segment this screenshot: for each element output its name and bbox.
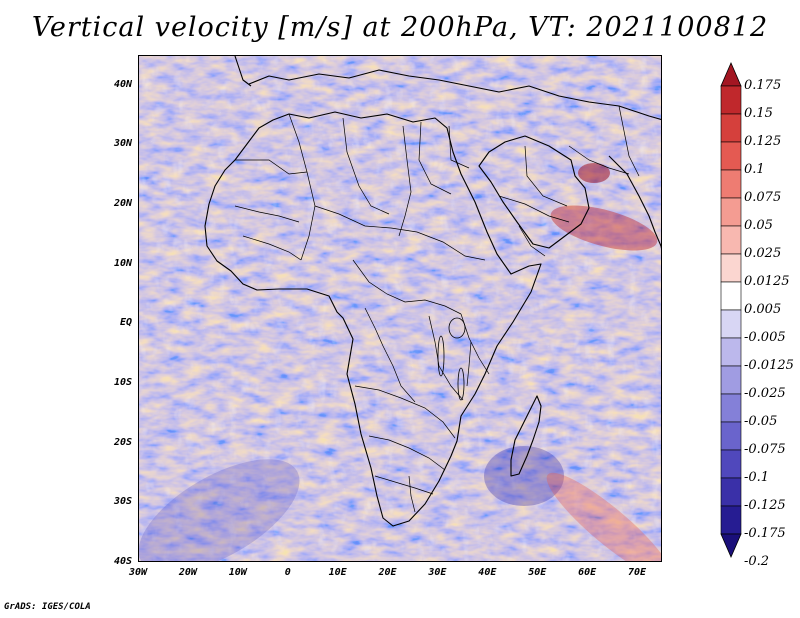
colorbar-tick-label: 0.175 (744, 78, 782, 93)
colorbar-cell (720, 393, 742, 423)
lon-tick-label: 10W (228, 567, 247, 578)
colorbar-tick-label: -0.075 (744, 442, 786, 457)
lon-tick-label: 0 (284, 567, 291, 578)
lon-tick-label: 20E (378, 567, 397, 578)
lon-tick-label: 30E (428, 567, 447, 578)
lakes (437, 317, 466, 401)
lat-tick-label: 30S (113, 496, 132, 508)
colorbar-tick-label: 0.025 (744, 246, 782, 261)
grads-credit: GrADS: IGES/COLA (4, 602, 91, 612)
lon-tick-label: 70E (628, 567, 647, 578)
field-maximum-red-sea (578, 163, 610, 183)
africa-coastline (204, 111, 542, 527)
colorbar-cell (720, 169, 742, 199)
colorbar-cell (720, 449, 742, 479)
field-minimum-madagascar (484, 446, 564, 506)
colorbar-top-arrow (720, 62, 742, 87)
colorbar-cell (720, 505, 742, 535)
colorbar-cell (720, 477, 742, 507)
colorbar-cell (720, 309, 742, 339)
colorbar-tick-label: -0.2 (744, 554, 770, 569)
india-coastline (608, 155, 661, 249)
madagascar-coastline (510, 395, 542, 477)
map-panel (138, 55, 662, 562)
colorbar-tick-label: -0.025 (744, 386, 786, 401)
colorbar-tick-label: -0.1 (744, 470, 770, 485)
colorbar-bottom-arrow (720, 533, 742, 558)
lon-tick-label: 40E (478, 567, 497, 578)
colorbar-cell (720, 421, 742, 451)
country-borders (234, 105, 640, 513)
lat-tick-label: 40N (113, 78, 132, 90)
lat-tick-label: 20N (113, 198, 132, 210)
lat-tick-label: 30N (113, 138, 132, 150)
colorbar-tick-label: 0.075 (744, 190, 782, 205)
colorbar-tick-label: 0.1 (744, 162, 765, 177)
colorbar-tick-label: 0.05 (744, 218, 773, 233)
colorbar-cell (720, 141, 742, 171)
colorbar-cell (720, 113, 742, 143)
colorbar-cell (720, 281, 742, 311)
lon-tick-label: 60E (578, 567, 597, 578)
field-minimum-south-atlantic (139, 459, 300, 561)
colorbar-cell (720, 85, 742, 115)
field-maximum-arabian-sea (550, 205, 658, 251)
lat-tick-label: EQ (119, 317, 132, 329)
colorbar-tick-label: -0.0125 (744, 358, 794, 373)
colorbar-cell (720, 365, 742, 395)
colorbar-tick-label: -0.005 (744, 330, 786, 345)
colorbar-tick-label: 0.005 (744, 302, 782, 317)
lat-tick-label: 40S (113, 556, 132, 567)
colorbar (720, 62, 742, 558)
lon-tick-label: 20W (178, 567, 197, 578)
field-maximum-south-indian (546, 472, 661, 561)
colorbar-cell (720, 253, 742, 283)
map-title: Vertical velocity [m/s] at 200hPa, VT: 2… (31, 12, 769, 43)
lat-tick-label: 20S (113, 436, 132, 448)
colorbar-cell (720, 225, 742, 255)
colorbar-tick-label: 0.15 (744, 106, 773, 121)
colorbar-tick-label: -0.05 (744, 414, 778, 429)
europe-coastline (248, 69, 661, 121)
iberia-coastline (234, 56, 252, 87)
lon-tick-label: 30W (128, 567, 148, 578)
arabia-coastline (478, 135, 590, 249)
lon-tick-label: 50E (528, 567, 547, 578)
colorbar-cell (720, 337, 742, 367)
colorbar-tick-label: 0.0125 (744, 274, 790, 289)
field-streaks (139, 56, 661, 561)
lat-tick-label: 10S (113, 377, 132, 389)
colorbar-tick-label: -0.125 (744, 498, 786, 513)
lat-tick-label: 10N (113, 257, 132, 269)
velocity-field-map (139, 56, 661, 561)
colorbar-cell (720, 197, 742, 227)
colorbar-tick-label: -0.175 (744, 526, 786, 541)
lon-tick-label: 10E (328, 567, 347, 578)
colorbar-tick-label: 0.125 (744, 134, 782, 149)
coastlines (204, 56, 661, 527)
